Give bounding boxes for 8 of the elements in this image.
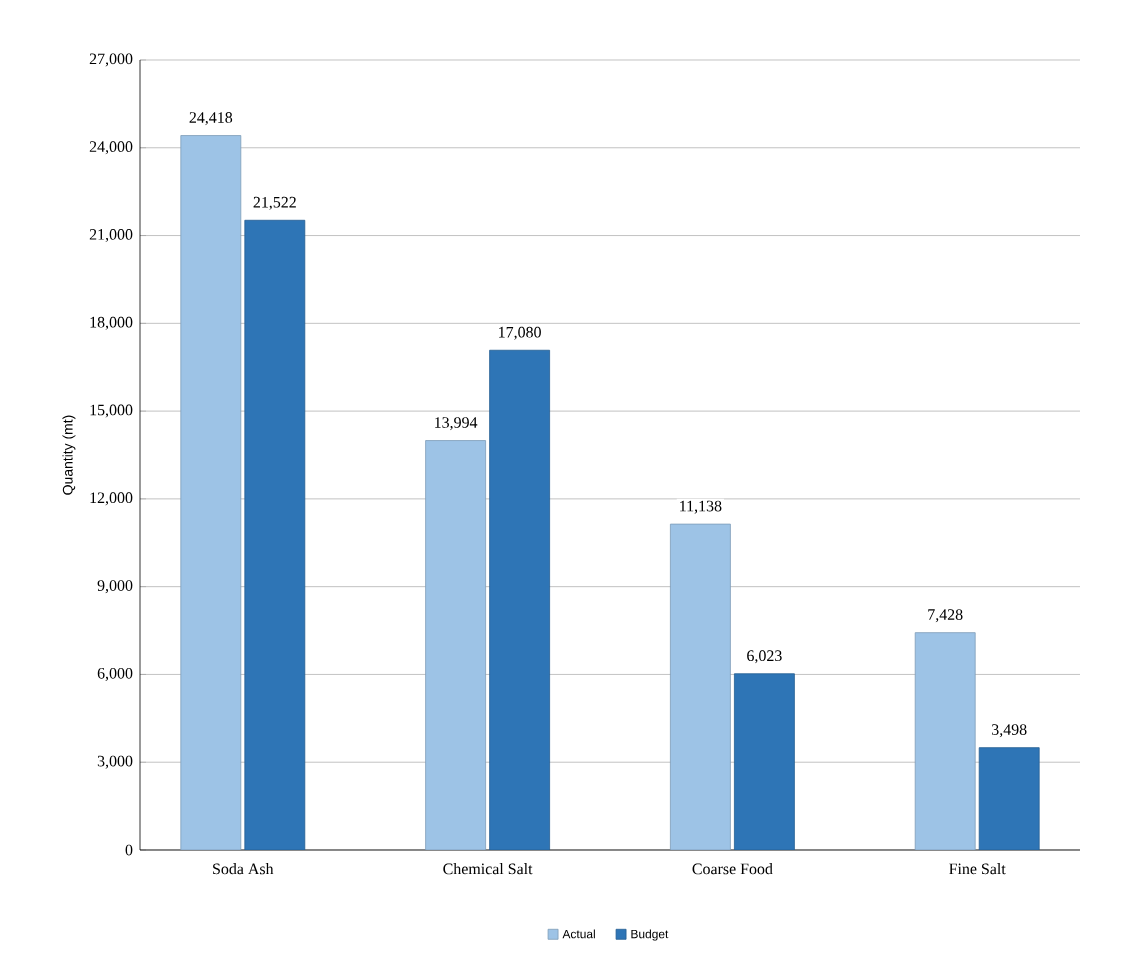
bar [489, 349, 551, 850]
bar [180, 135, 242, 850]
bar [914, 632, 976, 850]
bar [734, 673, 795, 850]
bar [244, 219, 306, 850]
bar [670, 523, 731, 850]
bar [978, 747, 1040, 850]
bar [425, 440, 487, 850]
